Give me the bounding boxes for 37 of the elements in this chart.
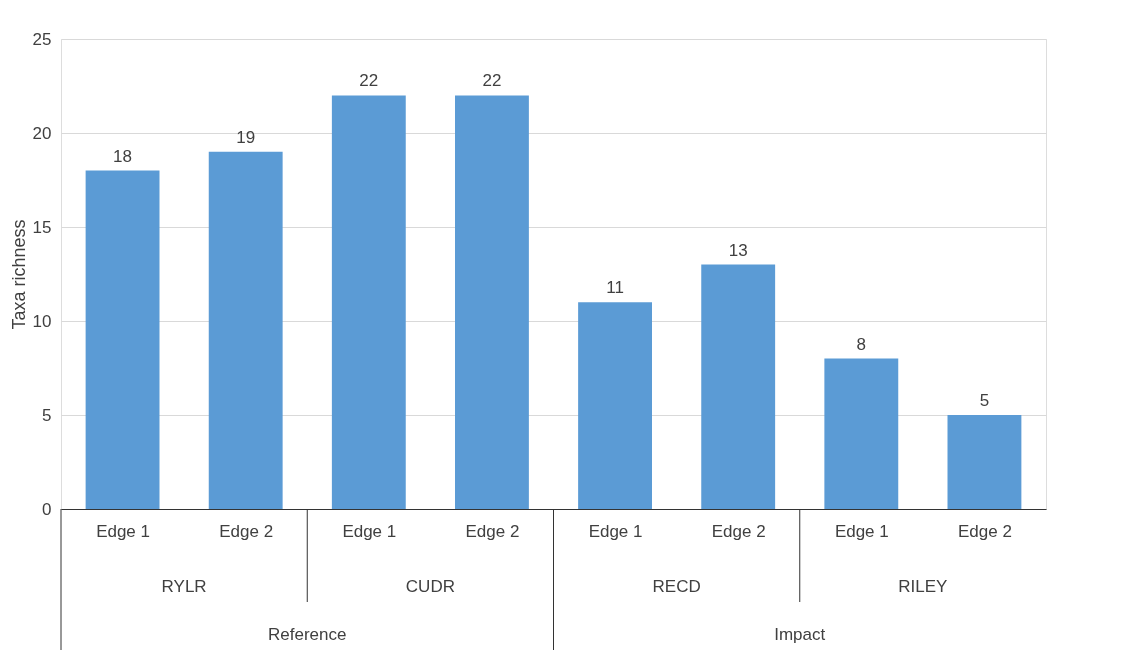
x-tick-label: Edge 2 (711, 521, 766, 541)
data-label: 22 (482, 71, 502, 91)
x-tick-label: Edge 1 (834, 521, 889, 541)
x-tick-label: Edge 1 (342, 521, 397, 541)
x-tick-label: Edge 2 (219, 521, 274, 541)
data-label: 18 (113, 146, 133, 166)
data-label: 8 (856, 334, 867, 354)
bar (947, 415, 1022, 509)
y-tick-label: 10 (32, 311, 52, 331)
y-tick-label: 5 (42, 405, 52, 425)
bar (701, 264, 776, 509)
data-label: 5 (979, 391, 990, 410)
data-label: 22 (359, 71, 379, 91)
data-label: 13 (728, 240, 748, 260)
x-tick-label: Edge 2 (465, 521, 520, 541)
y-tick-label: 15 (32, 217, 52, 237)
bar (85, 170, 160, 509)
data-label: 11 (606, 278, 624, 298)
y-tick-label: 20 (32, 123, 52, 143)
bar (208, 151, 283, 509)
y-tick-label: 25 (32, 29, 52, 49)
x-tick-label: Edge 2 (957, 521, 1012, 541)
text: Impact (774, 625, 826, 644)
text: CUDR (405, 577, 455, 596)
text: RYLR (161, 577, 207, 596)
bar (331, 95, 406, 509)
bar (824, 358, 899, 509)
text: Reference (268, 625, 347, 644)
text: RECD (652, 577, 701, 596)
bar (455, 95, 529, 509)
text: RILEY (898, 577, 948, 596)
y-axis-title: Taxa richness (8, 219, 29, 330)
x-tick-label: Edge 1 (96, 521, 151, 541)
data-label: 19 (236, 127, 256, 147)
y-tick-label: 0 (42, 499, 52, 519)
x-tick-label: Edge 1 (588, 521, 643, 541)
bar (578, 302, 652, 509)
